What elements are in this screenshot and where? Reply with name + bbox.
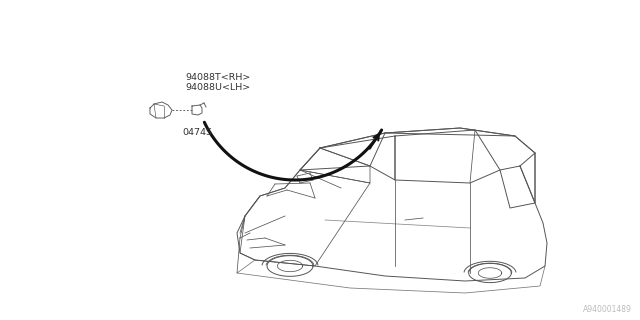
Text: 94088U<LH>: 94088U<LH> bbox=[185, 83, 250, 92]
Text: 0474S: 0474S bbox=[182, 128, 212, 137]
Text: 94088T<RH>: 94088T<RH> bbox=[185, 73, 250, 82]
Text: A940001489: A940001489 bbox=[583, 305, 632, 314]
